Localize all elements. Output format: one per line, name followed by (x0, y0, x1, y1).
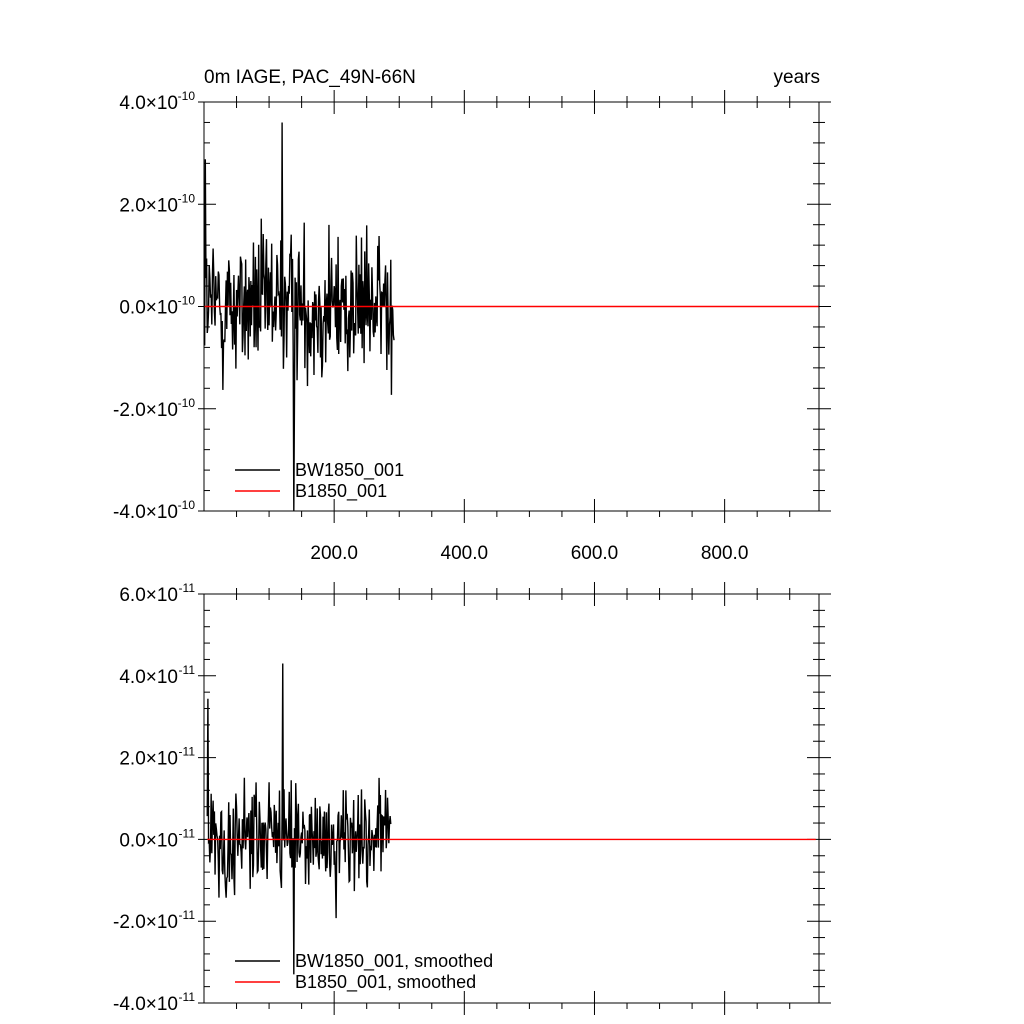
chart-title: 0m IAGE, PAC_49N-66N (204, 67, 416, 88)
bottom-y-tick-exponent: -11 (179, 663, 196, 677)
top-series-1-line (203, 122, 395, 512)
top-y-tick-label: 0.0×10 (119, 298, 178, 319)
bottom-y-tick-exponent: -11 (179, 581, 196, 595)
bottom-legend-label-1: BW1850_001, smoothed (295, 951, 493, 972)
top-legend: BW1850_001 B1850_001 (235, 460, 404, 502)
top-panel: -4.0×10 -10-2.0×10 -100.0×10 -102.0×10 -104.… (113, 89, 831, 564)
top-panel-frame (203, 101, 820, 512)
bottom-y-tick-label: 0.0×10 (119, 830, 178, 851)
top-y-tick-exponent: -10 (178, 89, 196, 103)
top-y-tick-exponent: -10 (178, 396, 196, 410)
bottom-panel-series (206, 663, 816, 975)
top-legend-label-1: BW1850_001 (295, 460, 404, 481)
bottom-y-tick-label: 2.0×10 (119, 749, 178, 770)
top-x-tick-label: 600.0 (571, 543, 619, 564)
bottom-series-1-line (206, 663, 392, 975)
bottom-y-tick-label: -2.0×10 (113, 912, 178, 933)
bottom-legend-label-2: B1850_001, smoothed (295, 972, 476, 993)
top-panel-y-tick-labels: -4.0×10 -10-2.0×10 -100.0×10 -102.0×10 -104.… (113, 89, 195, 523)
top-legend-label-2: B1850_001 (295, 481, 387, 502)
bottom-y-tick-exponent: -11 (179, 826, 196, 840)
bottom-panel-frame (203, 593, 820, 1004)
top-x-tick-label: 800.0 (701, 543, 749, 564)
bottom-legend: BW1850_001, smoothed B1850_001, smoothed (235, 951, 493, 993)
top-panel-series (203, 122, 819, 512)
top-x-tick-label: 400.0 (441, 543, 489, 564)
bottom-y-tick-label: -4.0×10 (113, 994, 178, 1015)
top-y-tick-exponent: -10 (178, 498, 196, 512)
bottom-y-tick-exponent: -11 (179, 745, 196, 759)
top-y-tick-label: 4.0×10 (119, 93, 178, 114)
bottom-panel: -4.0×10 -11-2.0×10 -110.0×10 -112.0×10 -114.… (113, 581, 831, 1015)
chart-units-label: years (774, 67, 820, 88)
top-y-tick-label: -4.0×10 (113, 502, 178, 523)
bottom-panel-y-tick-labels: -4.0×10 -11-2.0×10 -110.0×10 -112.0×10 -114.… (113, 581, 195, 1015)
bottom-y-tick-label: 6.0×10 (119, 585, 178, 606)
bottom-y-tick-exponent: -11 (179, 990, 196, 1004)
top-x-tick-label: 200.0 (310, 543, 358, 564)
top-y-tick-label: 2.0×10 (119, 195, 178, 216)
top-y-tick-exponent: -10 (178, 191, 196, 205)
top-y-tick-exponent: -10 (178, 294, 196, 308)
bottom-y-tick-exponent: -11 (179, 908, 196, 922)
bottom-y-tick-label: 4.0×10 (119, 667, 178, 688)
top-panel-x-tick-labels: 200.0 400.0 600.0 800.0 (310, 543, 748, 564)
top-y-tick-label: -2.0×10 (113, 400, 178, 421)
